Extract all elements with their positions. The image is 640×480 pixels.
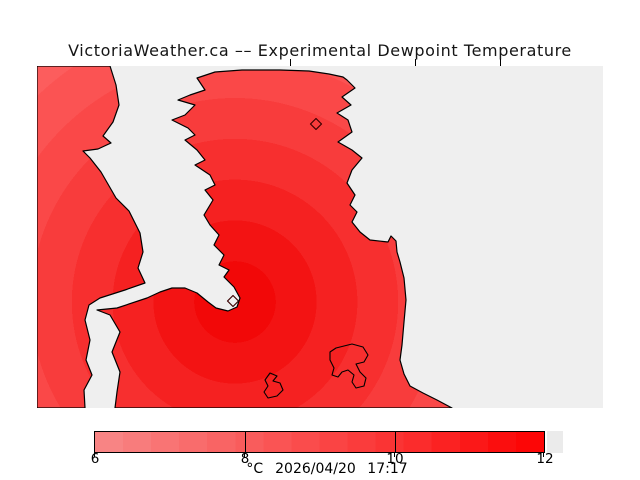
colorbar-tick-8 — [245, 432, 246, 452]
land-peninsula-coastline — [96, 69, 453, 408]
colorbar-shadow — [547, 431, 563, 453]
colorbar-tick-stub — [543, 453, 544, 457]
colorbar-label-6: 6 — [90, 451, 100, 467]
island-outline-large — [329, 343, 369, 389]
map-top-ticks — [290, 59, 501, 66]
colorbar-tick-stub — [94, 453, 95, 457]
land-west-coastline — [37, 66, 146, 408]
island-outline-small — [263, 372, 284, 399]
colorbar-timestamp: 2026/04/20 17:17 — [275, 461, 408, 477]
colorbar-label-8: 8 — [240, 451, 250, 467]
colorbar-label-10: 10 — [386, 451, 404, 467]
colorbar-tick-10 — [395, 432, 396, 452]
colorbar-units-row: °C 2026/04/20 17:17 — [0, 461, 640, 477]
station-diamond-icon[interactable] — [226, 294, 240, 308]
colorbar-label-12: 12 — [536, 451, 554, 467]
colorbar — [94, 431, 545, 453]
dewpoint-map — [37, 59, 603, 408]
page-title: VictoriaWeather.ca –– Experimental Dewpo… — [68, 41, 572, 60]
colorbar-units-label: °C — [246, 461, 264, 477]
station-diamond-icon[interactable] — [309, 117, 323, 131]
colorbar-tick-stub — [244, 453, 245, 457]
colorbar-tick-stub — [394, 453, 395, 457]
